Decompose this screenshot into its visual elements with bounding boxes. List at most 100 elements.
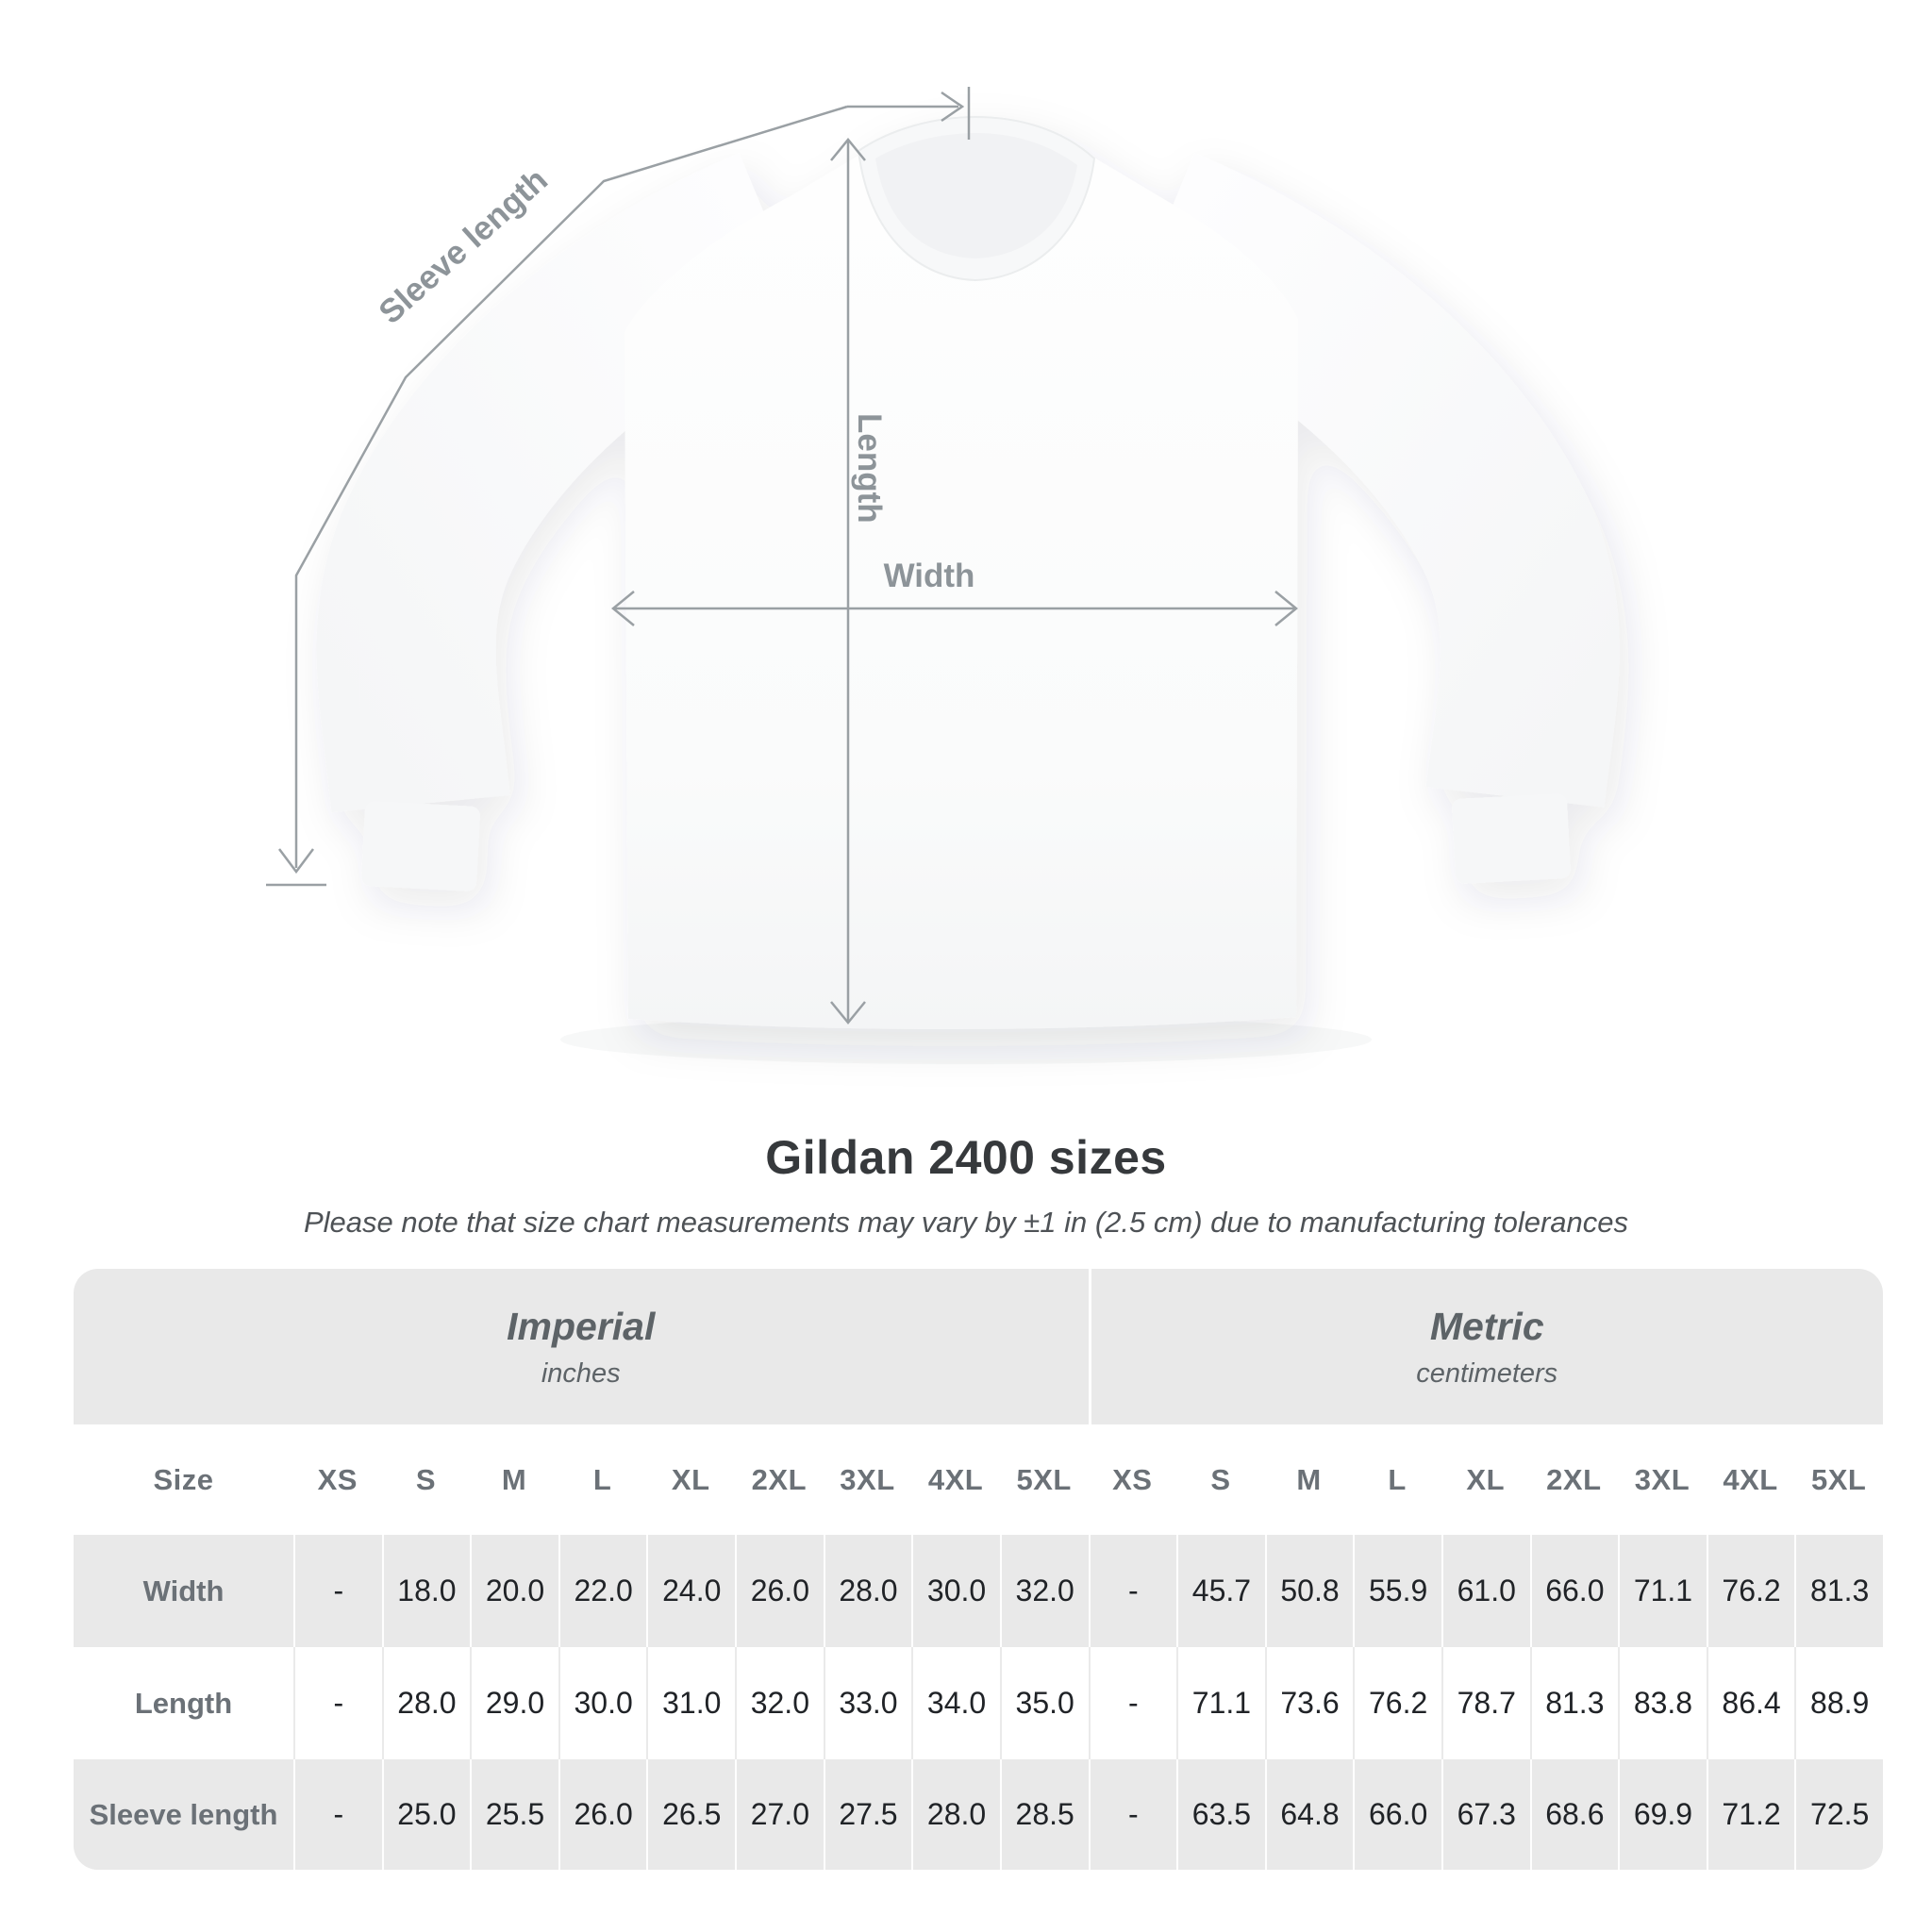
metric-label: Metric — [1429, 1304, 1544, 1348]
size-header-cell-metric: 5XL — [1811, 1462, 1867, 1496]
value-cell: 26.5 — [646, 1759, 735, 1870]
value-cell: 88.9 — [1794, 1647, 1883, 1759]
shirt-body — [625, 153, 1298, 1030]
size-header-cell-imperial: 2XL — [751, 1462, 808, 1496]
size-header-cell-imperial: XL — [671, 1462, 710, 1496]
size-header-cell-metric: 4XL — [1723, 1462, 1778, 1496]
size-header-cell-metric: S — [1210, 1462, 1231, 1496]
row-label: Length — [134, 1686, 233, 1720]
value-cell: 86.4 — [1706, 1647, 1795, 1759]
value-cell: - — [1088, 1759, 1177, 1870]
size-header-cell-metric: 3XL — [1634, 1462, 1690, 1496]
value-cell: 30.0 — [911, 1535, 1000, 1647]
size-header-cell-imperial: 4XL — [927, 1462, 984, 1496]
size-header-row: Size XS S M L XL 2XL 3XL 4XL 5XL XS S M L XL 2XL 3XL 4XL 5… — [74, 1424, 1883, 1535]
value-cell: 28.0 — [911, 1759, 1000, 1870]
table-row-width: Width -18.0 20.0 22.0 24.0 26.0 28.0 30.0 32.0-4… — [74, 1535, 1883, 1647]
value-cell: 26.0 — [735, 1535, 824, 1647]
value-cell: 71.1 — [1618, 1535, 1707, 1647]
value-cell: - — [1088, 1647, 1177, 1759]
size-table: Imperial inches Metric centimeters Size X… — [74, 1269, 1883, 1870]
size-header-cell-metric: M — [1296, 1462, 1322, 1496]
value-cell: 69.9 — [1618, 1759, 1707, 1870]
value-cell: 28.0 — [823, 1535, 912, 1647]
unit-group-metric: Metric centimeters — [1088, 1269, 1884, 1424]
value-cell: 25.0 — [381, 1759, 471, 1870]
width-label: Width — [884, 558, 975, 594]
size-header-cell-imperial: M — [501, 1462, 527, 1496]
value-cell: 83.8 — [1618, 1647, 1707, 1759]
value-cell: 72.5 — [1794, 1759, 1883, 1870]
size-header-cell-metric: XS — [1112, 1462, 1153, 1496]
collar-inner — [875, 133, 1077, 258]
shirt-diagram: Sleeve length Length Width — [266, 87, 1620, 1064]
length-label: Length — [851, 413, 888, 524]
value-cell: 25.5 — [470, 1759, 558, 1870]
value-cell: 73.6 — [1264, 1647, 1354, 1759]
unit-row: Imperial inches Metric centimeters — [74, 1269, 1883, 1424]
value-cell: 67.3 — [1441, 1759, 1530, 1870]
value-cell: 63.5 — [1176, 1759, 1265, 1870]
value-cell: 71.2 — [1706, 1759, 1795, 1870]
row-label: Sleeve length — [89, 1797, 278, 1831]
arrow-down-icon — [830, 1001, 866, 1024]
value-cell: 27.0 — [735, 1759, 824, 1870]
page-subtitle: Please note that size chart measurements… — [303, 1206, 1629, 1239]
value-cell: 76.2 — [1353, 1647, 1441, 1759]
page-title: Gildan 2400 sizes — [765, 1131, 1167, 1184]
imperial-label: Imperial — [507, 1304, 656, 1348]
value-cell: 18.0 — [381, 1535, 471, 1647]
value-cell: 32.0 — [999, 1535, 1089, 1647]
size-header-cell-imperial: XS — [317, 1462, 358, 1496]
table-row-length: Length -28.0 29.0 30.0 31.0 32.0 33.0 34.0 35.0-… — [74, 1647, 1883, 1759]
shirt-shadow — [560, 1015, 1372, 1064]
arrow-right-icon — [941, 91, 965, 123]
unit-group-imperial: Imperial inches — [74, 1269, 1089, 1424]
arrow-up-icon — [830, 138, 866, 161]
value-cell: 20.0 — [470, 1535, 558, 1647]
value-cell: 66.0 — [1529, 1535, 1619, 1647]
value-cell: 27.5 — [823, 1759, 912, 1870]
imperial-sublabel: inches — [541, 1357, 621, 1389]
table-row-sleeve-length: Sleeve length -25.0 25.5 26.0 26.5 27.0 27.5 28… — [74, 1759, 1883, 1870]
title-block: Gildan 2400 sizes Please note that size … — [0, 1130, 1932, 1240]
value-cell: 71.1 — [1176, 1647, 1265, 1759]
value-cell: - — [293, 1535, 382, 1647]
arrow-right-icon — [1274, 591, 1298, 626]
sleeve-measure-diagonal — [294, 105, 848, 868]
value-cell: 34.0 — [911, 1647, 1000, 1759]
size-header-cell-imperial: 5XL — [1016, 1462, 1072, 1496]
value-cell: 31.0 — [646, 1647, 735, 1759]
value-cell: 78.7 — [1441, 1647, 1530, 1759]
value-cell: 50.8 — [1264, 1535, 1354, 1647]
value-cell: 26.0 — [558, 1759, 647, 1870]
value-cell: 30.0 — [558, 1647, 647, 1759]
size-header-cell-metric: L — [1388, 1462, 1407, 1496]
value-cell: 28.5 — [999, 1759, 1089, 1870]
value-cell: 45.7 — [1176, 1535, 1265, 1647]
size-header-cell-imperial: L — [592, 1462, 612, 1496]
value-cell: 28.0 — [381, 1647, 471, 1759]
value-cell: 68.6 — [1529, 1759, 1619, 1870]
right-sleeve — [1124, 153, 1620, 808]
value-cell: 32.0 — [735, 1647, 824, 1759]
row-label: Width — [142, 1574, 225, 1607]
arrow-down-icon — [278, 848, 314, 874]
size-header-cell-metric: 2XL — [1546, 1462, 1602, 1496]
value-cell: 81.3 — [1529, 1647, 1619, 1759]
value-cell: 64.8 — [1264, 1759, 1354, 1870]
value-cell: 61.0 — [1441, 1535, 1530, 1647]
size-column-header: Size — [153, 1462, 214, 1496]
value-cell: 29.0 — [470, 1647, 558, 1759]
value-cell: 24.0 — [646, 1535, 735, 1647]
value-cell: 76.2 — [1706, 1535, 1795, 1647]
metric-sublabel: centimeters — [1416, 1357, 1558, 1389]
right-cuff — [1452, 793, 1571, 884]
measurement-lines — [266, 87, 1298, 1024]
left-cuff — [361, 801, 480, 891]
value-cell: 35.0 — [999, 1647, 1089, 1759]
size-header-cell-metric: XL — [1466, 1462, 1506, 1496]
value-cell: - — [293, 1759, 382, 1870]
value-cell: - — [1088, 1535, 1177, 1647]
shirt-illustration: Sleeve length Length Width — [266, 87, 1620, 1064]
